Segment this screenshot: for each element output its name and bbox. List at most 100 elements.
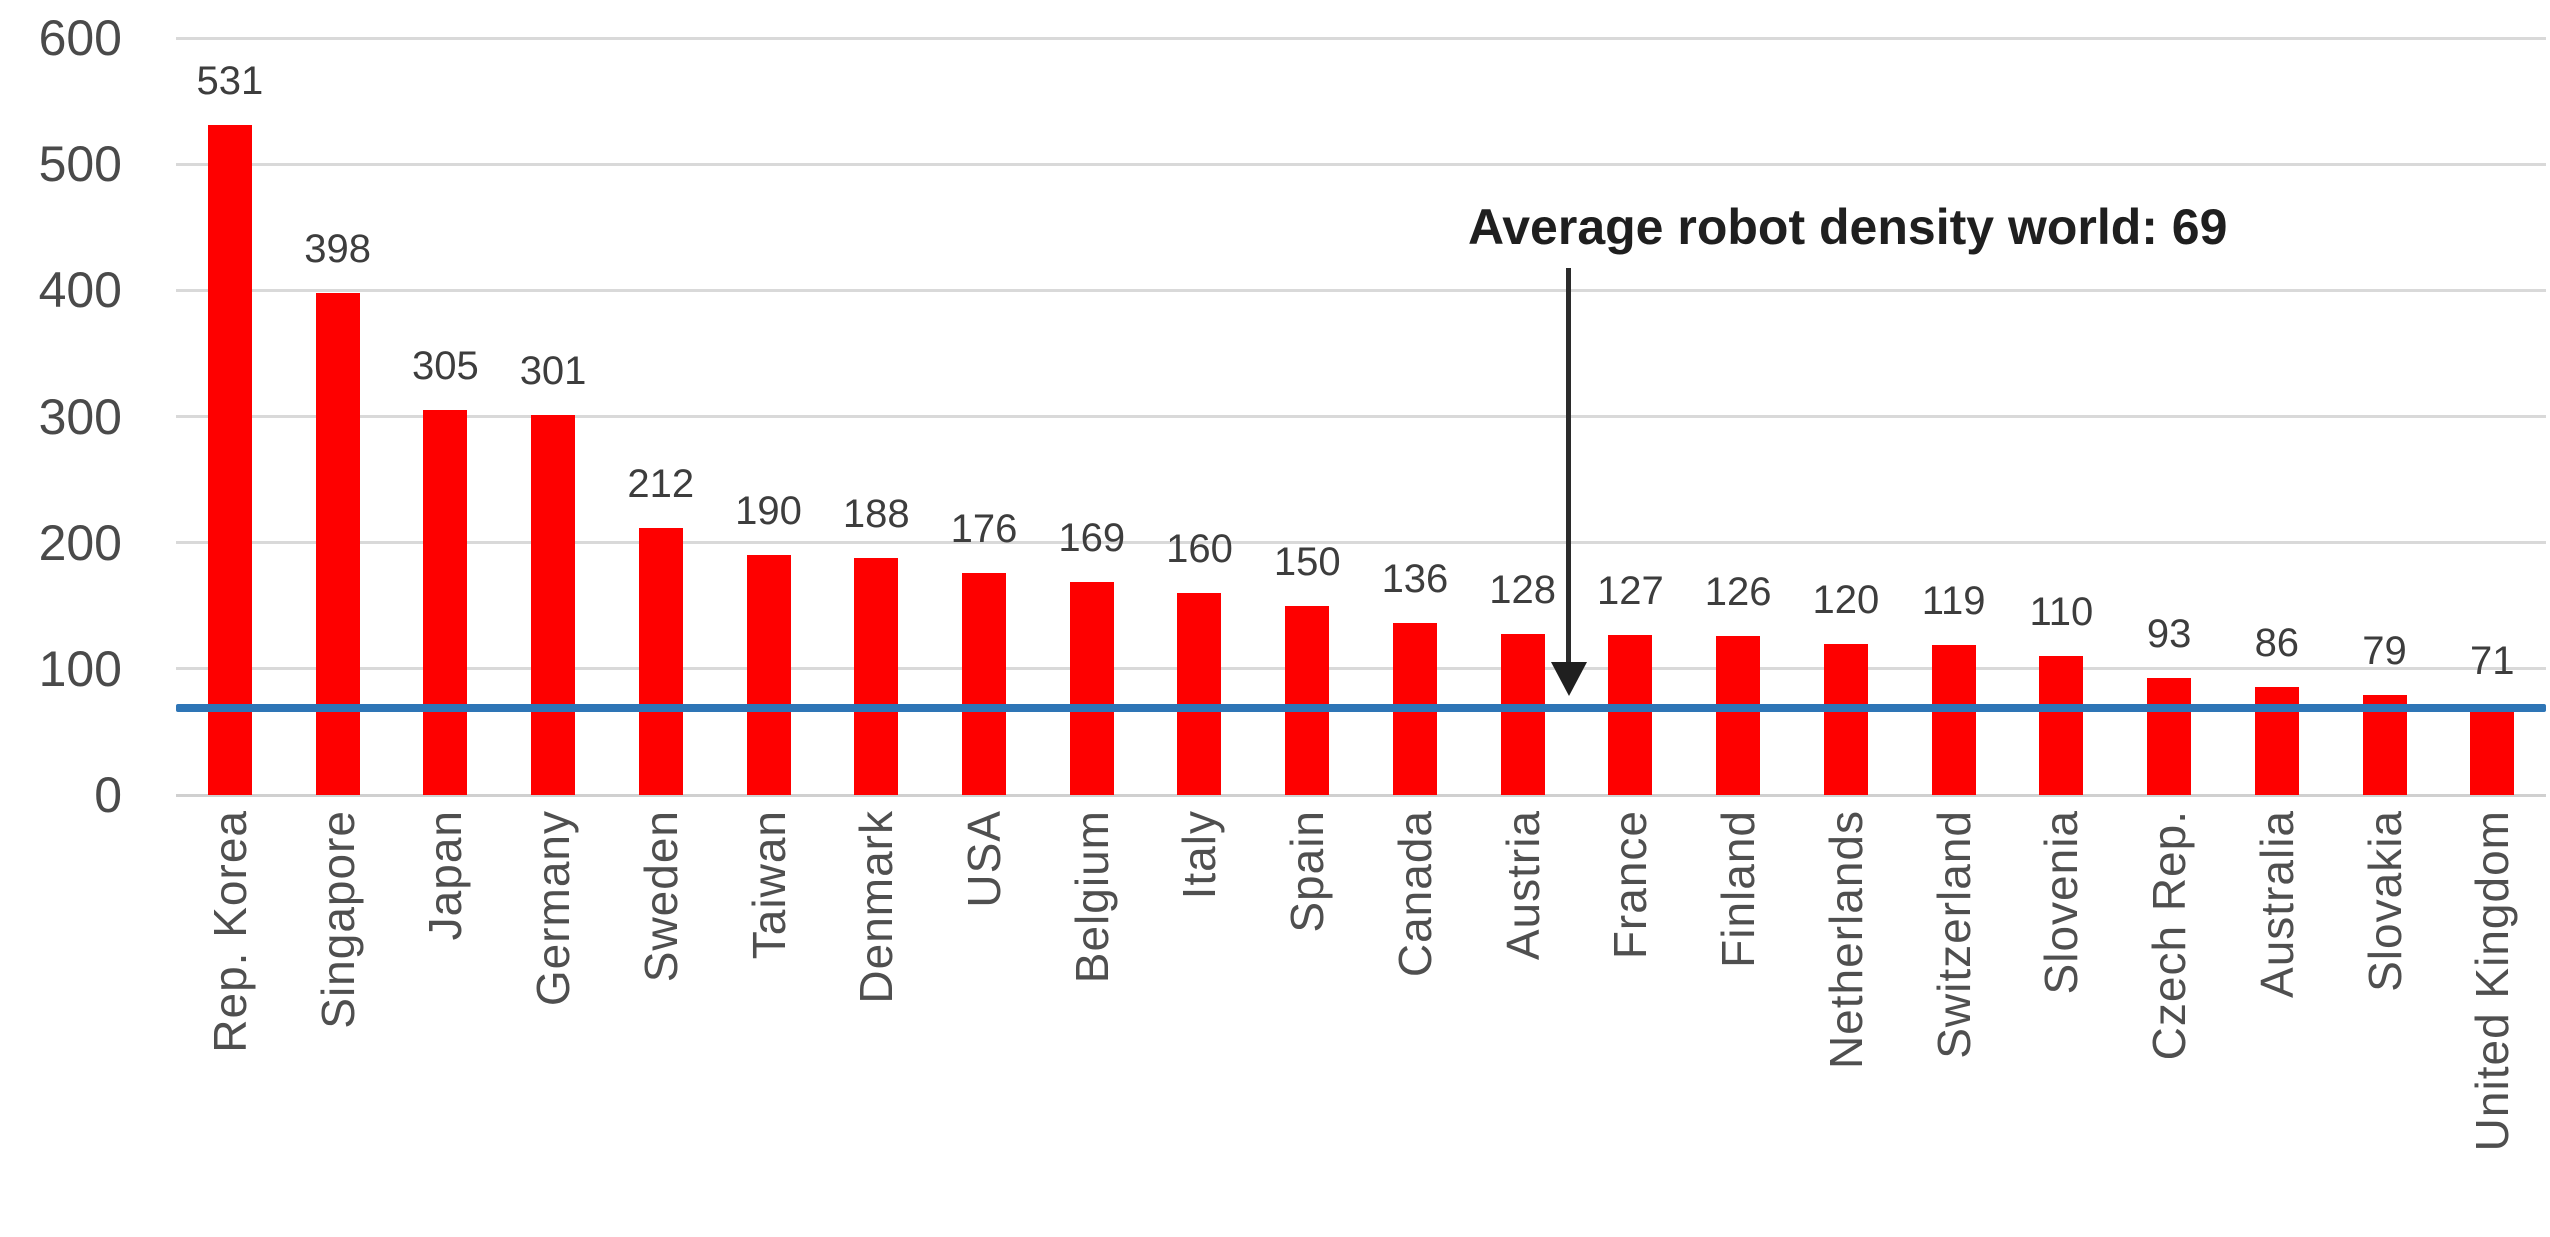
category-label: France	[1604, 810, 1657, 960]
bar-group-denmark: 188	[822, 0, 930, 795]
category-cell: Slovenia	[2007, 810, 2115, 1237]
category-cell: Belgium	[1038, 810, 1146, 1237]
bar	[2362, 695, 2407, 795]
bar	[423, 410, 468, 795]
plot-area: 531 398 305 301 212 190 188 176 169 160 150 136 128 1…	[176, 0, 2546, 795]
bar-value-label: 119	[1921, 578, 1986, 623]
y-tick-label-200: 200	[38, 514, 122, 571]
gridline-500	[176, 162, 2546, 166]
bar-value-label: 305	[411, 344, 479, 389]
category-cell: Spain	[1253, 810, 1361, 1237]
category-label: Czech Rep.	[2143, 810, 2196, 1061]
bar-group-germany: 301	[499, 0, 607, 795]
bar-value-label: 188	[842, 491, 910, 536]
bar	[531, 415, 576, 795]
x-axis-category-labels: Rep. Korea Singapore Japan Germany Sweden Tai…	[176, 810, 2546, 1237]
bar-group-usa: 176	[930, 0, 1038, 795]
bar-value-label: 150	[1273, 539, 1341, 584]
category-cell: Italy	[1146, 810, 1254, 1237]
bar-value-label: 398	[304, 226, 371, 271]
average-annotation-label: Average robot density world: 69	[1468, 199, 2228, 255]
bar-group-australia: 86	[2223, 0, 2331, 795]
bar-value-label: 93	[2146, 611, 2192, 656]
bar	[1608, 634, 1653, 795]
bar-value-label: 190	[735, 489, 802, 534]
bar-group-netherlands: 120	[1792, 0, 1900, 795]
category-cell: Netherlands	[1792, 810, 1900, 1237]
bar-group-sweden: 212	[607, 0, 715, 795]
bar	[2039, 656, 2084, 795]
bar	[1177, 593, 1222, 795]
gridline-300	[176, 415, 2546, 418]
bar	[1716, 636, 1761, 795]
bar	[1823, 643, 1868, 795]
bar-value-label: 160	[1166, 527, 1233, 572]
category-label: Taiwan	[742, 810, 795, 960]
category-label: Slovenia	[2035, 810, 2088, 995]
bar	[1069, 581, 1114, 795]
bar-group-italy: 160	[1146, 0, 1254, 795]
bar	[1285, 605, 1330, 795]
category-label: Japan	[419, 810, 472, 941]
category-label: Spain	[1281, 810, 1334, 933]
bar	[962, 572, 1006, 795]
category-label: Switzerland	[1927, 810, 1980, 1059]
bar	[854, 557, 899, 795]
bar-group-united-kingdom: 71	[2438, 0, 2546, 795]
y-tick-label-600: 600	[38, 10, 122, 66]
bar	[207, 125, 252, 795]
bar-group-austria: 128	[1469, 0, 1577, 795]
category-cell: Japan	[391, 810, 499, 1237]
category-cell: Slovakia	[2331, 810, 2439, 1237]
bar-value-label: 126	[1704, 570, 1772, 615]
category-cell: Australia	[2223, 810, 2331, 1237]
category-label: Italy	[1173, 810, 1226, 900]
category-cell: France	[1577, 810, 1685, 1237]
category-label: Sweden	[634, 810, 687, 983]
bar-value-label: 127	[1597, 568, 1664, 613]
bar-value-label: 176	[950, 506, 1018, 551]
bar-value-label: 79	[2362, 629, 2407, 674]
bar-group-spain: 150	[1253, 0, 1361, 795]
category-cell: Canada	[1361, 810, 1469, 1237]
bar-value-label: 136	[1381, 557, 1449, 602]
bar-value-label: 169	[1058, 515, 1126, 560]
y-tick-label-500: 500	[38, 136, 122, 193]
gridline-0	[176, 793, 2546, 797]
category-label: Singapore	[311, 810, 364, 1029]
bar	[1931, 644, 1976, 795]
category-label: United Kingdom	[2466, 810, 2519, 1152]
y-tick-label-400: 400	[38, 262, 122, 319]
bar-group-finland: 126	[1684, 0, 1792, 795]
category-cell: Austria	[1469, 810, 1577, 1237]
category-label: Austria	[1496, 810, 1549, 961]
category-cell: Czech Rep.	[2115, 810, 2223, 1237]
bar-group-slovenia: 110	[2007, 0, 2115, 795]
bar-value-label: 110	[2029, 590, 2094, 635]
bar	[2254, 686, 2299, 795]
bar-group-france: 127	[1577, 0, 1685, 795]
category-cell: Rep. Korea	[176, 810, 284, 1237]
bar-value-label: 301	[519, 349, 587, 394]
category-cell: USA	[930, 810, 1038, 1237]
y-tick-label-100: 100	[38, 640, 122, 697]
bar	[315, 292, 360, 795]
bar	[2470, 705, 2515, 795]
bar-value-label: 531	[196, 59, 264, 104]
bar-value-label: 212	[627, 461, 695, 506]
bar-value-label: 71	[2470, 639, 2515, 684]
bar	[746, 555, 791, 795]
category-cell: Singapore	[284, 810, 392, 1237]
bar-value-label: 128	[1489, 567, 1557, 612]
category-label: Slovakia	[2358, 810, 2411, 992]
category-label: Denmark	[850, 810, 903, 1004]
category-cell: Taiwan	[715, 810, 823, 1237]
bar-group-japan: 305	[391, 0, 499, 795]
world-average-line	[176, 703, 2546, 712]
bar-group-taiwan: 190	[715, 0, 823, 795]
bar-value-label: 86	[2254, 620, 2300, 665]
y-tick-label-0: 0	[94, 767, 122, 823]
bar-group-rep-korea: 531	[176, 0, 284, 795]
